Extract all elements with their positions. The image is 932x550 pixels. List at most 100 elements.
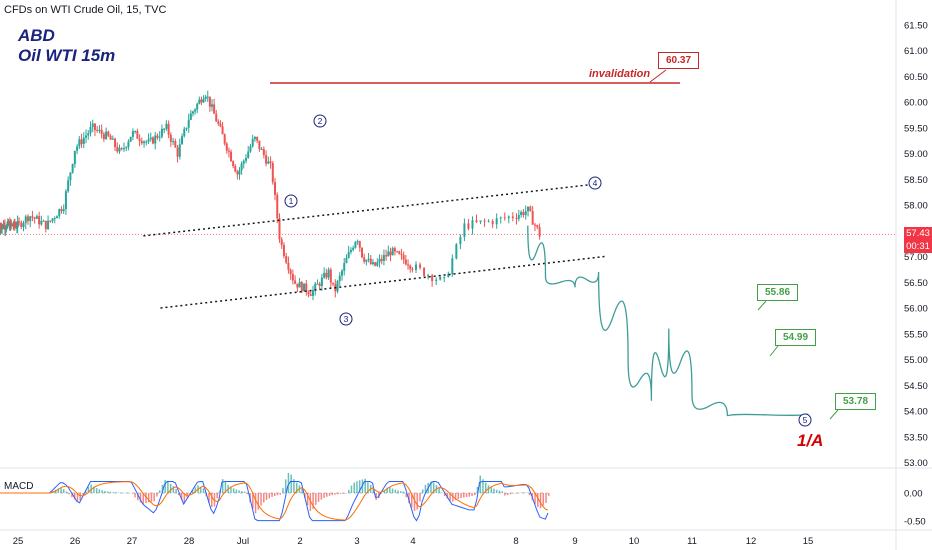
macd-histogram-bar [528, 493, 531, 496]
macd-histogram-bar [452, 493, 454, 502]
macd-histogram-bar [271, 493, 273, 497]
candle-body [122, 148, 125, 150]
x-tick-label: 4 [410, 536, 415, 547]
y-tick-label: 59.50 [904, 123, 928, 134]
y-tick-label: 61.50 [904, 20, 928, 31]
macd-histogram-bar [161, 484, 164, 493]
candle-body [49, 220, 52, 222]
candle-body [156, 135, 159, 138]
macd-histogram-bar [73, 493, 76, 500]
candle-body [327, 269, 330, 278]
candle-body [198, 99, 201, 104]
candle-body [274, 182, 277, 195]
candle-body [531, 210, 534, 225]
candle-body [343, 263, 346, 271]
macd-histogram-bar [252, 493, 254, 509]
candle-body [208, 96, 211, 107]
candle-body [391, 248, 394, 256]
macd-histogram-bar [490, 487, 492, 493]
macd-histogram-bar [309, 493, 312, 511]
candle-body [215, 113, 218, 122]
macd-histogram-bar [446, 493, 449, 499]
macd-histogram-bar [295, 482, 298, 493]
candle-body [387, 251, 390, 257]
candle-body [282, 245, 285, 257]
macd-histogram-bar [526, 492, 528, 494]
macd-histogram-bar [301, 488, 303, 493]
y-tick-label: 60.00 [904, 98, 928, 109]
macd-histogram-bar [411, 493, 413, 508]
candle-body [269, 161, 272, 163]
target-callout-2: 54.99 [775, 329, 817, 346]
candle-body [358, 241, 361, 248]
candle-body [42, 220, 45, 222]
candle-body [411, 268, 414, 270]
candle-body [213, 104, 216, 114]
candle-body [455, 244, 458, 259]
candle-body [463, 223, 466, 237]
macd-histogram-bar [394, 489, 397, 493]
macd-histogram-bar [137, 493, 139, 501]
candle-body [116, 146, 119, 152]
candle-body [393, 248, 396, 252]
candle-body [294, 280, 297, 284]
macd-histogram-bar [386, 487, 388, 493]
candle-body [376, 262, 379, 266]
macd-histogram-bar [178, 493, 180, 496]
macd-histogram-bar [115, 492, 117, 493]
target-callout-1: 55.86 [757, 284, 799, 301]
macd-histogram-bar [172, 486, 175, 493]
macd-histogram-bar [57, 488, 60, 493]
macd-histogram-bar [364, 478, 366, 493]
candle-body [160, 128, 163, 137]
macd-histogram-bar [523, 492, 525, 493]
candle-body [4, 229, 7, 231]
candle-body [475, 220, 478, 222]
candle-body [234, 166, 237, 172]
macd-histogram-bar [367, 482, 369, 493]
macd-histogram-bar [504, 493, 506, 496]
candle-body [163, 128, 166, 130]
candle-body [491, 220, 494, 225]
y-tick-label: 57.00 [904, 252, 928, 263]
x-tick-label: 3 [354, 536, 359, 547]
macd-histogram-bar [380, 493, 383, 494]
candle-body [125, 147, 128, 149]
macd-histogram-bar [419, 493, 421, 502]
candle-body [100, 129, 103, 135]
macd-histogram-bar [337, 493, 339, 495]
macd-histogram-bar [65, 491, 68, 493]
macd-histogram-bar [150, 493, 153, 502]
candle-body [194, 109, 197, 112]
macd-tick-label: 0.00 [904, 489, 923, 500]
candle-body [225, 143, 228, 151]
candle-body [369, 258, 372, 264]
candle-body [232, 161, 235, 167]
chart-title-line2: Oil WTI 15m [18, 46, 116, 65]
candle-body [309, 294, 312, 296]
candle-body [102, 134, 105, 140]
candle-body [325, 272, 328, 278]
candle-body [138, 138, 141, 141]
candle-body [427, 275, 430, 277]
candle-body [354, 241, 357, 248]
candle-body [415, 264, 418, 270]
macd-histogram-bar [95, 488, 98, 493]
macd-histogram-bar [441, 492, 443, 493]
macd-tick-label: -0.50 [904, 517, 926, 528]
macd-histogram-bar [274, 493, 276, 496]
candle-body [447, 274, 450, 277]
candle-body [404, 259, 407, 265]
macd-histogram-bar [142, 493, 144, 505]
candle-body [300, 282, 303, 292]
target-pointer [769, 345, 779, 357]
candle-body [356, 241, 359, 243]
y-tick-label: 53.50 [904, 432, 928, 443]
wave-number-wave_1: 1 [289, 196, 294, 206]
macd-histogram-bar [438, 487, 440, 493]
candle-body [520, 211, 523, 215]
candle-body [363, 257, 366, 262]
macd-histogram-bar [476, 486, 479, 493]
x-tick-label: 10 [629, 536, 640, 547]
